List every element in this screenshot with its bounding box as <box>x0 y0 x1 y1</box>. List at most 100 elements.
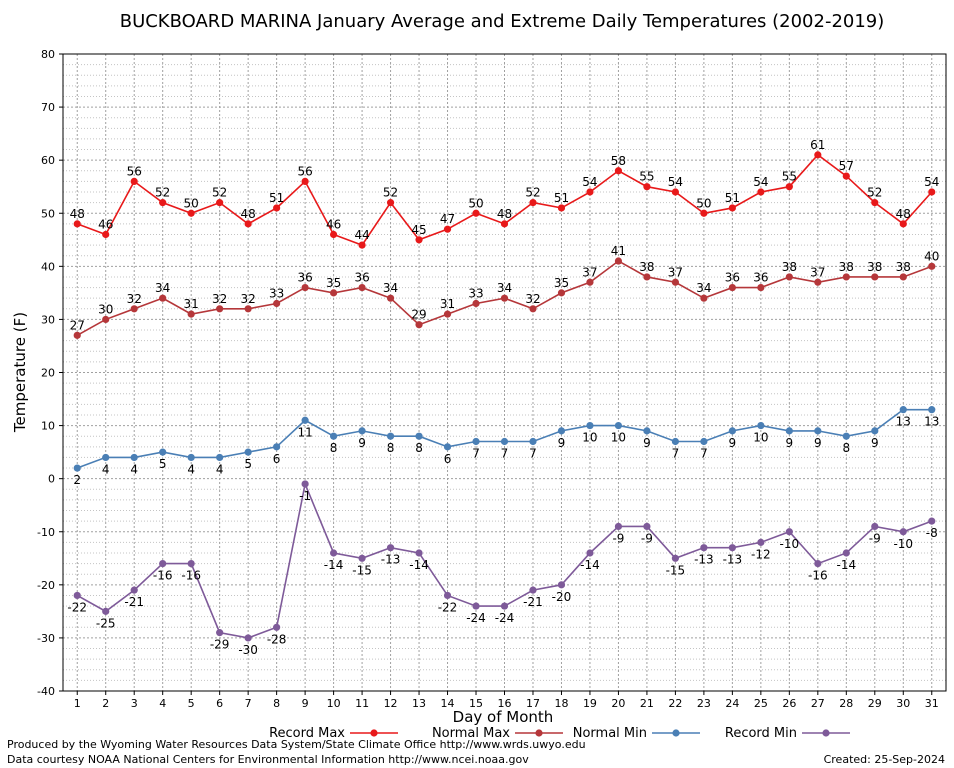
x-tick-label: 8 <box>273 697 280 710</box>
data-point-record-max <box>500 220 509 228</box>
data-label-normal-min: 9 <box>643 436 651 450</box>
legend-item-record-max: Record Max <box>269 726 398 741</box>
data-point-normal-min <box>757 421 765 430</box>
data-point-record-min <box>386 544 395 552</box>
y-tick-label: 50 <box>41 207 55 220</box>
x-tick-label: 17 <box>526 697 540 710</box>
data-label-normal-max: 32 <box>525 292 540 306</box>
data-point-normal-min <box>728 427 736 435</box>
data-label-record-min: -13 <box>381 553 401 567</box>
data-point-normal-max <box>899 273 907 281</box>
x-tick-label: 31 <box>925 697 939 710</box>
data-label-record-min: -29 <box>210 638 230 652</box>
data-label-normal-min: 7 <box>472 447 480 461</box>
data-point-normal-max <box>102 315 110 324</box>
data-label-normal-max: 36 <box>753 271 768 285</box>
data-point-record-min <box>700 544 708 552</box>
x-tick-label: 16 <box>498 697 512 710</box>
data-point-normal-max <box>785 273 793 281</box>
data-point-normal-max <box>928 262 936 270</box>
data-point-record-min <box>301 480 309 488</box>
data-point-normal-min <box>443 443 452 451</box>
x-tick-label: 24 <box>725 697 739 710</box>
data-point-normal-min <box>643 427 651 435</box>
data-label-record-min: -20 <box>552 590 572 604</box>
footer-created: Created: 25-Sep-2024 <box>824 753 945 766</box>
data-point-normal-max <box>500 294 509 302</box>
data-point-normal-min <box>529 437 537 446</box>
legend-marker-normal-max <box>535 729 543 737</box>
data-point-normal-min <box>130 453 138 462</box>
data-point-record-min <box>871 522 879 531</box>
y-tick-label: -30 <box>37 632 55 645</box>
data-label-normal-min: 13 <box>896 415 911 429</box>
data-point-record-max <box>643 183 651 191</box>
data-label-normal-max: 32 <box>127 292 142 306</box>
data-label-normal-max: 33 <box>468 286 483 300</box>
x-tick-label: 15 <box>469 697 483 710</box>
x-tick-label: 12 <box>384 697 398 710</box>
x-tick-label: 3 <box>131 697 138 710</box>
x-tick-label: 26 <box>782 697 796 710</box>
x-tick-label: 19 <box>583 697 597 710</box>
data-label-normal-max: 35 <box>326 276 341 290</box>
data-label-record-max: 51 <box>554 191 569 205</box>
data-label-record-max: 54 <box>924 175 939 189</box>
data-label-normal-max: 37 <box>582 265 597 279</box>
chart-title: BUCKBOARD MARINA January Average and Ext… <box>120 11 885 32</box>
data-point-normal-min <box>842 432 850 440</box>
data-point-normal-min <box>159 448 167 456</box>
data-label-record-min: -14 <box>324 558 344 572</box>
data-label-normal-max: 38 <box>867 260 882 274</box>
data-label-record-min: -14 <box>580 558 600 572</box>
data-label-record-min: -9 <box>869 531 881 545</box>
y-tick-label: 20 <box>41 367 55 380</box>
data-point-record-max <box>842 172 850 180</box>
data-point-record-max <box>557 204 566 212</box>
data-label-normal-min: 11 <box>297 425 312 439</box>
data-label-record-min: -8 <box>926 526 938 540</box>
data-point-record-max <box>899 220 907 228</box>
data-point-record-max <box>814 151 822 159</box>
y-tick-label: 60 <box>41 154 55 167</box>
data-label-normal-min: 8 <box>415 441 423 455</box>
data-point-record-min <box>728 544 736 552</box>
data-label-record-min: -10 <box>780 537 800 551</box>
data-label-normal-min: 6 <box>273 452 281 466</box>
data-label-normal-min: 8 <box>387 441 395 455</box>
data-label-record-max: 57 <box>839 159 854 173</box>
data-point-record-max <box>728 204 736 212</box>
data-point-normal-min <box>700 437 708 446</box>
data-label-normal-min: 7 <box>700 447 708 461</box>
data-point-normal-min <box>928 406 936 414</box>
data-point-record-min <box>443 591 452 600</box>
data-label-normal-max: 29 <box>411 308 426 322</box>
x-tick-label: 27 <box>811 697 825 710</box>
x-tick-label: 30 <box>896 697 910 710</box>
y-tick-label: 10 <box>41 420 55 433</box>
data-point-normal-max <box>159 294 167 302</box>
x-tick-label: 18 <box>554 697 568 710</box>
data-point-record-min <box>187 560 195 568</box>
legend-label-normal-min: Normal Min <box>573 726 647 741</box>
data-point-record-max <box>700 209 708 217</box>
data-point-record-max <box>586 188 594 196</box>
x-tick-label: 21 <box>640 697 654 710</box>
data-point-record-min <box>814 560 822 568</box>
data-label-normal-max: 34 <box>497 281 512 295</box>
x-tick-label: 9 <box>302 697 309 710</box>
data-label-record-max: 48 <box>241 207 256 221</box>
x-tick-label: 22 <box>668 697 682 710</box>
data-point-normal-max <box>814 278 822 286</box>
data-label-record-min: -16 <box>181 569 201 583</box>
y-tick-label: -10 <box>37 526 55 539</box>
x-tick-label: 25 <box>754 697 768 710</box>
data-point-record-max <box>329 230 338 239</box>
x-tick-label: 13 <box>412 697 426 710</box>
data-label-normal-min: 5 <box>244 457 252 471</box>
data-point-normal-min <box>301 416 309 424</box>
data-point-normal-max <box>557 289 566 297</box>
data-point-record-min <box>586 549 594 557</box>
data-label-record-max: 56 <box>127 164 142 178</box>
